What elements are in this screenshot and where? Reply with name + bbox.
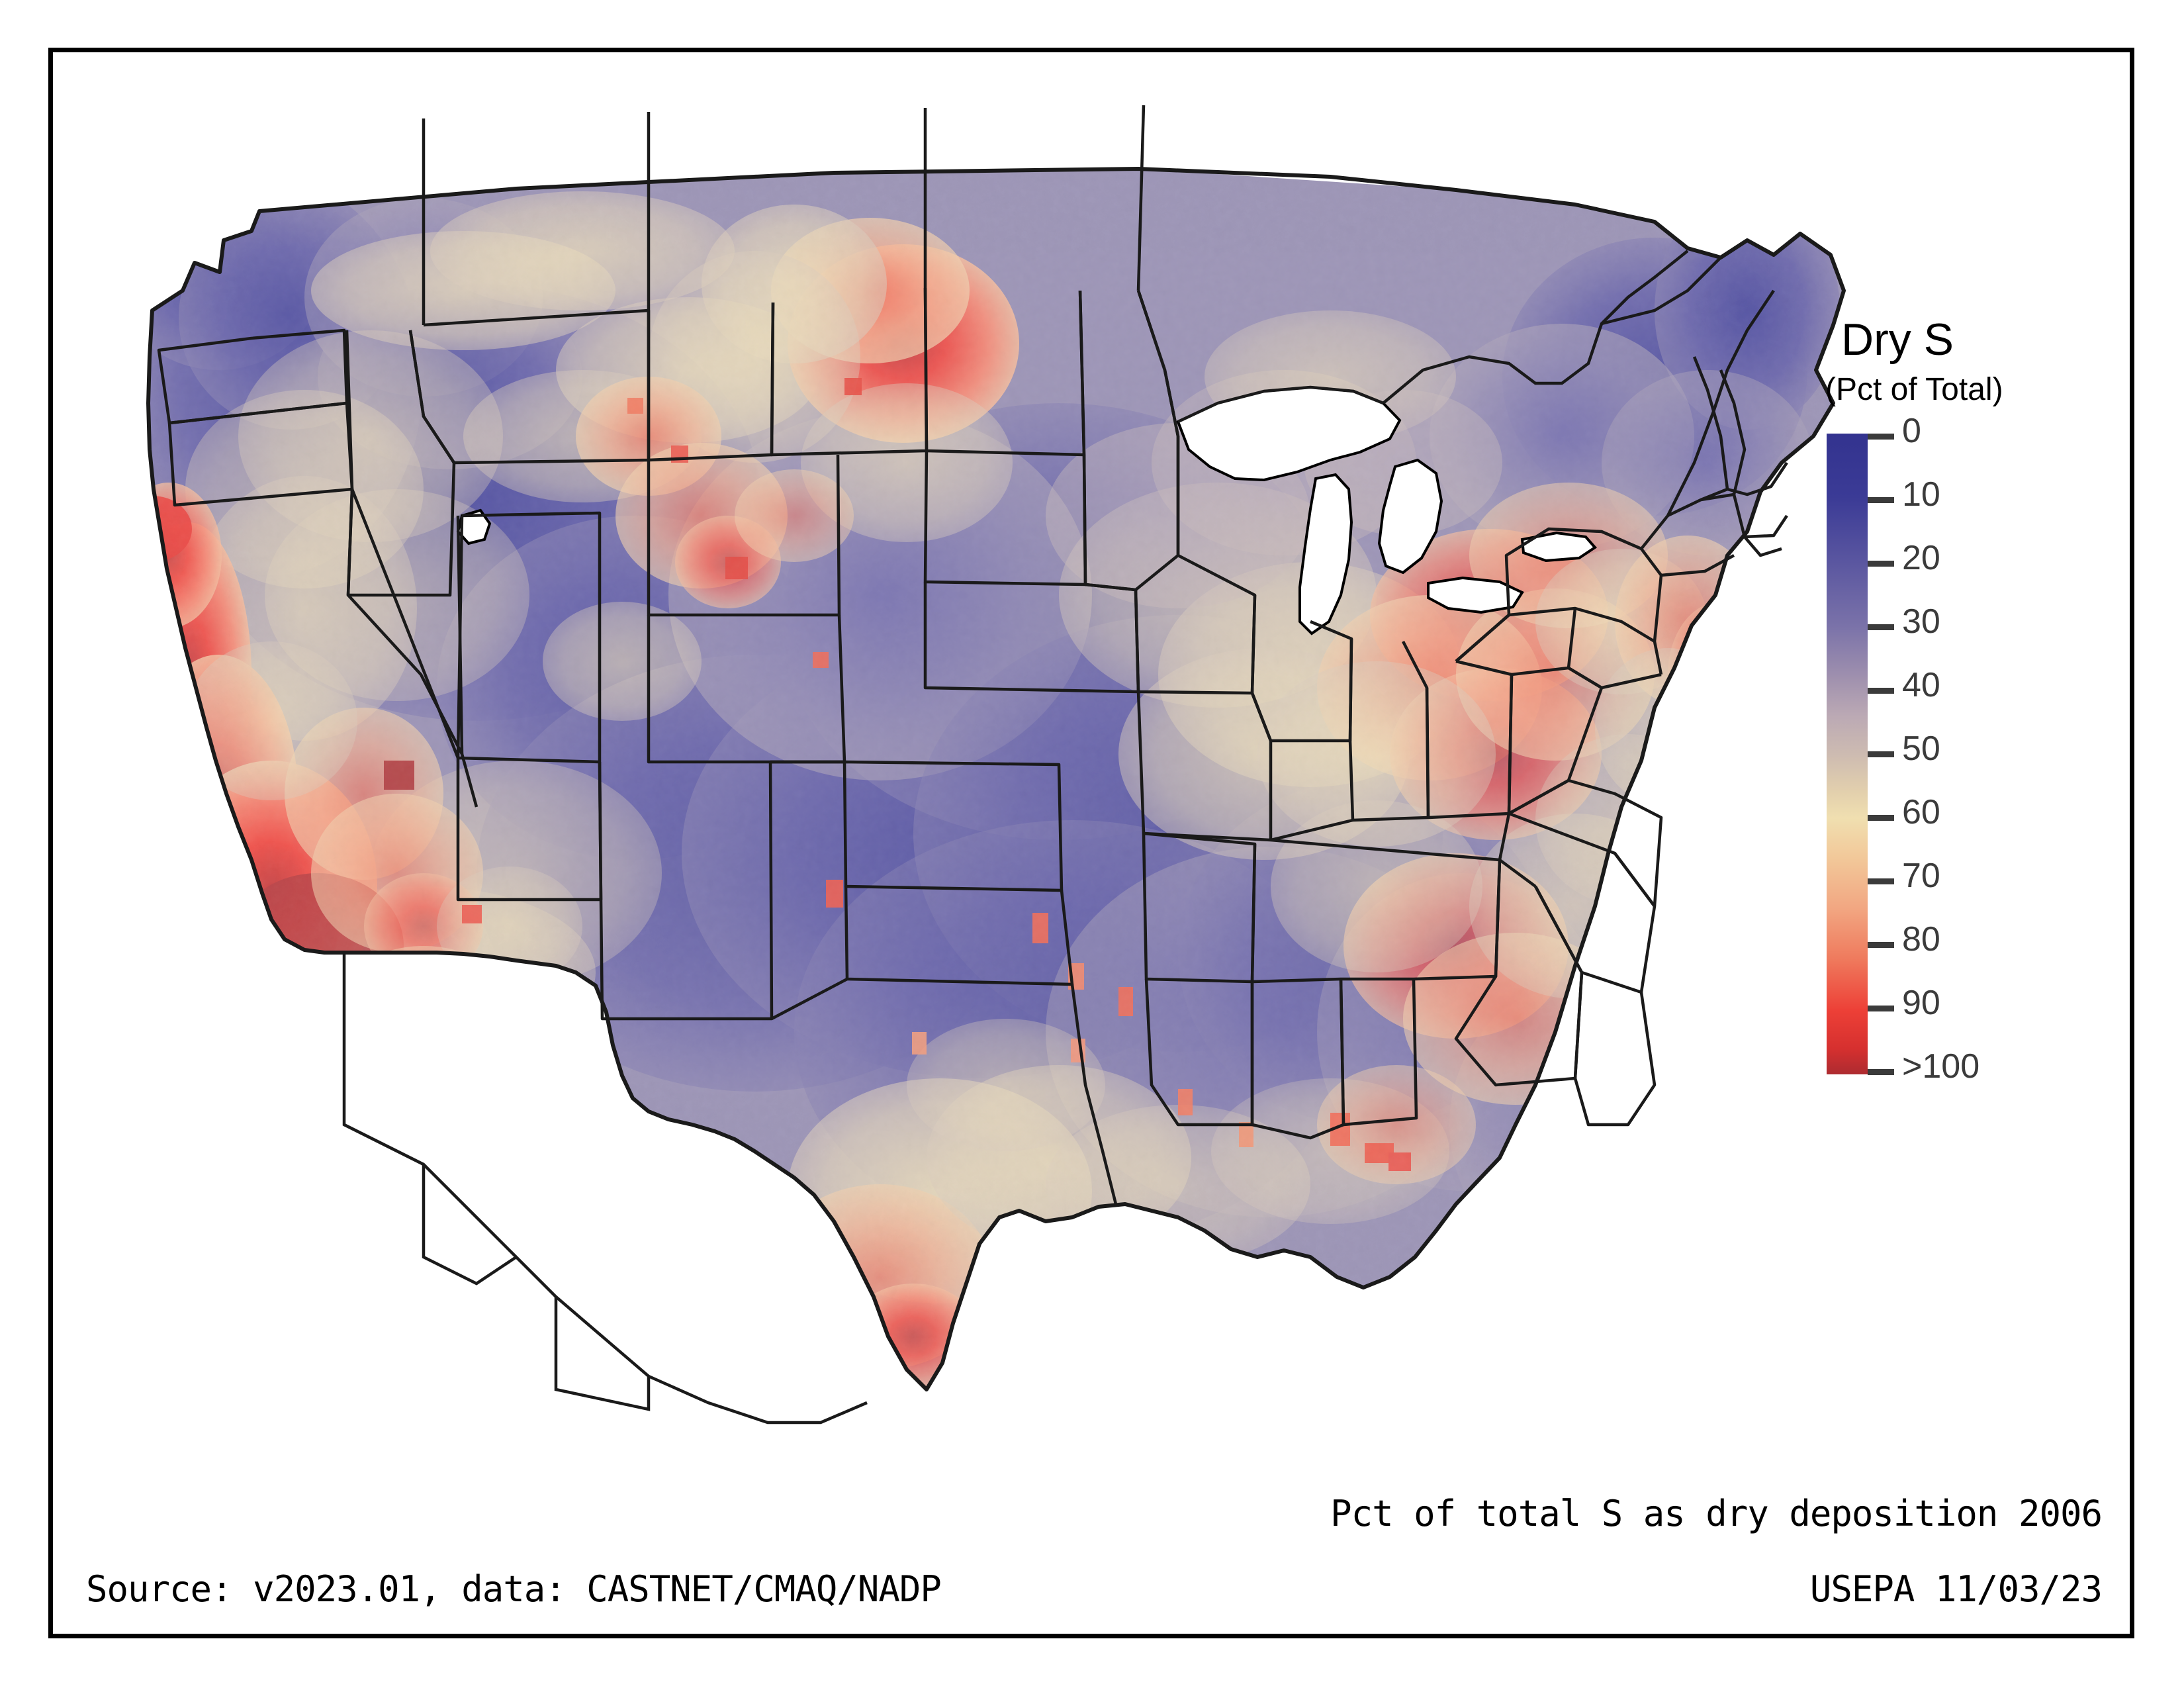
- state-borders: [146, 167, 1846, 1391]
- colorbar-tick-50: [1868, 751, 1894, 757]
- source-credit: Source: v2023.01, data: CASTNET/CMAQ/NAD…: [86, 1568, 942, 1610]
- outside-conus-mask: [53, 92, 1926, 1469]
- colorbar-tick-80: [1868, 942, 1894, 948]
- figure-frame: Dry S (Pct of Total) 0 10 20 30 40 50 60: [48, 48, 2134, 1638]
- colorbar-gradient: [1827, 434, 1868, 1074]
- colorbar-label-10: 10: [1902, 475, 1940, 514]
- colorbar-label-60: 60: [1902, 793, 1940, 831]
- colorbar-label-80: 80: [1902, 920, 1940, 959]
- colorbar-tick-10: [1868, 497, 1894, 503]
- agency-date: USEPA 11/03/23: [1809, 1568, 2103, 1610]
- colorbar-label-30: 30: [1902, 602, 1940, 641]
- colorbar-label-50: 50: [1902, 729, 1940, 768]
- colorbar-tick-90: [1868, 1006, 1894, 1011]
- great-lakes: [456, 385, 1598, 635]
- map-legend: Dry S (Pct of Total) 0 10 20 30 40 50 60: [1801, 314, 2106, 1086]
- legend-title: Dry S: [1841, 314, 1954, 365]
- colorbar-tick-70: [1868, 878, 1894, 884]
- map-caption: Pct of total S as dry deposition 2006: [1330, 1493, 2103, 1534]
- colorbar-tick-20: [1868, 561, 1894, 567]
- colorbar-label-100: >100: [1902, 1047, 1980, 1086]
- colorbar-tick-30: [1868, 624, 1894, 630]
- colorbar-tick-40: [1868, 688, 1894, 694]
- map-canvas: [53, 92, 1926, 1469]
- colorbar-tick-0: [1868, 434, 1894, 440]
- colorbar-tick-60: [1868, 815, 1894, 821]
- colorbar-label-40: 40: [1902, 666, 1940, 704]
- colorbar-tick-100: [1868, 1069, 1894, 1075]
- legend-subtitle: (Pct of Total): [1825, 372, 2003, 407]
- colorbar-label-70: 70: [1902, 857, 1940, 895]
- us-deposition-map: [53, 92, 1926, 1469]
- colorbar-label-90: 90: [1902, 984, 1940, 1022]
- colorbar-container: 0 10 20 30 40 50 60 70 80 90: [1801, 414, 2106, 1086]
- colorbar-label-0: 0: [1902, 412, 1921, 450]
- neighbor-borders: [342, 105, 1722, 1425]
- colorbar-label-20: 20: [1902, 539, 1940, 577]
